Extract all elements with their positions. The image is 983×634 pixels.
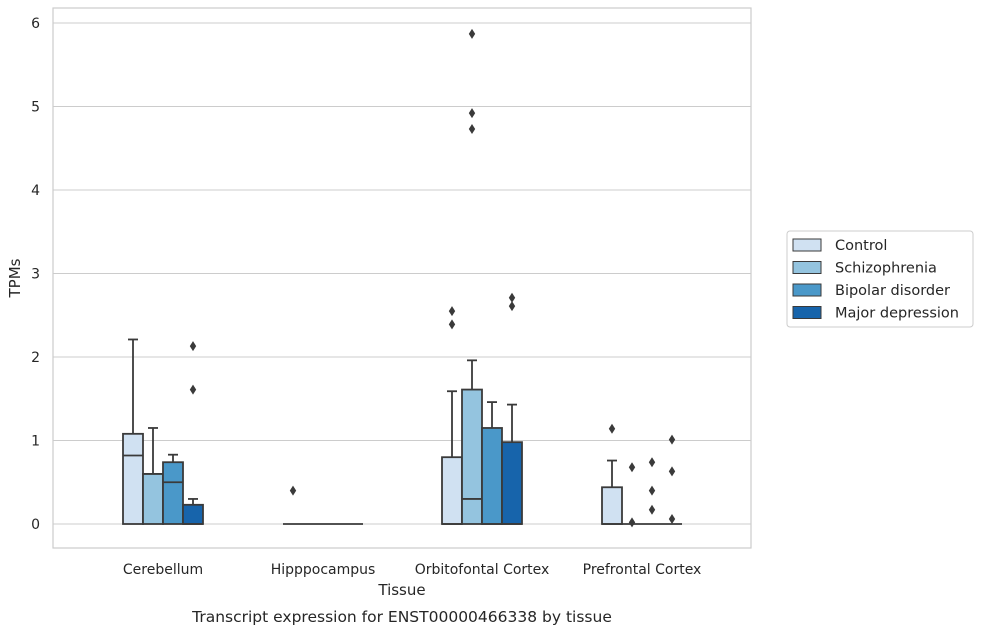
y-tick-label: 2 bbox=[31, 350, 40, 366]
box-body bbox=[481, 427, 503, 525]
box-group bbox=[501, 292, 523, 525]
legend-label: Schizophrenia bbox=[835, 261, 937, 277]
outlier-point bbox=[189, 384, 197, 395]
y-tick-label: 3 bbox=[31, 267, 40, 283]
x-tick-label: Prefrontal Cortex bbox=[583, 562, 702, 578]
box-group bbox=[622, 462, 642, 528]
outlier-point bbox=[648, 457, 656, 468]
box-body bbox=[501, 441, 523, 525]
outlier-point bbox=[628, 462, 636, 473]
legend: Control Schizophrenia Bipolar disorder Majo… bbox=[786, 230, 974, 328]
legend-label: Control bbox=[835, 238, 887, 254]
x-tick-label: Cerebellum bbox=[123, 562, 203, 578]
box-body bbox=[601, 486, 623, 525]
outlier-point bbox=[508, 292, 516, 303]
outlier-point bbox=[189, 341, 197, 352]
plot-marks bbox=[122, 28, 682, 528]
legend-label: Bipolar disorder bbox=[835, 283, 950, 299]
outlier-point bbox=[668, 466, 676, 477]
outlier-point bbox=[648, 504, 656, 515]
outlier-point bbox=[468, 28, 476, 39]
box-body bbox=[142, 472, 164, 525]
outlier-point bbox=[668, 434, 676, 445]
y-tick-label: 1 bbox=[31, 434, 40, 450]
box-group bbox=[283, 485, 303, 525]
legend-swatch bbox=[792, 261, 822, 274]
box-body bbox=[122, 432, 144, 525]
legend-label: Major depression bbox=[835, 306, 959, 322]
x-tick-label: Orbitofontal Cortex bbox=[415, 562, 550, 578]
outlier-point bbox=[468, 108, 476, 119]
box-body bbox=[441, 456, 463, 525]
legend-swatch bbox=[792, 283, 822, 297]
plot-area-frame bbox=[52, 7, 752, 549]
chart-caption: Transcript expression for ENST0000046633… bbox=[191, 608, 612, 626]
y-tick-label: 6 bbox=[31, 16, 40, 32]
box-group bbox=[142, 427, 164, 525]
box-body bbox=[461, 388, 483, 525]
box-group bbox=[122, 338, 144, 525]
x-axis-ticks: Cerebellum Hipppocampus Orbitofontal Corte… bbox=[123, 562, 701, 578]
legend-swatch bbox=[792, 306, 822, 319]
outlier-point bbox=[668, 513, 676, 524]
box-group bbox=[601, 423, 623, 525]
outlier-point bbox=[628, 517, 636, 528]
x-axis-label: Tissue bbox=[377, 581, 425, 599]
box-group bbox=[182, 341, 204, 525]
x-tick-label: Hipppocampus bbox=[271, 562, 376, 578]
outlier-point bbox=[608, 423, 616, 434]
box-group bbox=[162, 453, 184, 525]
outlier-point bbox=[508, 301, 516, 312]
y-axis-ticks: 0 1 2 3 4 5 6 bbox=[31, 16, 40, 533]
outlier-point bbox=[448, 306, 456, 317]
box-group bbox=[662, 434, 682, 525]
box-body bbox=[162, 461, 184, 525]
box-body bbox=[182, 503, 204, 525]
y-tick-label: 0 bbox=[31, 517, 40, 533]
y-tick-label: 5 bbox=[31, 100, 40, 116]
legend-swatch bbox=[792, 238, 822, 252]
outlier-point bbox=[289, 485, 297, 496]
legend-frame bbox=[786, 230, 974, 328]
box-group bbox=[642, 457, 662, 525]
outlier-point bbox=[448, 319, 456, 330]
outlier-point bbox=[648, 485, 656, 496]
y-tick-label: 4 bbox=[31, 183, 40, 199]
outlier-point bbox=[468, 124, 476, 135]
y-axis-label: TPMs bbox=[6, 258, 24, 298]
